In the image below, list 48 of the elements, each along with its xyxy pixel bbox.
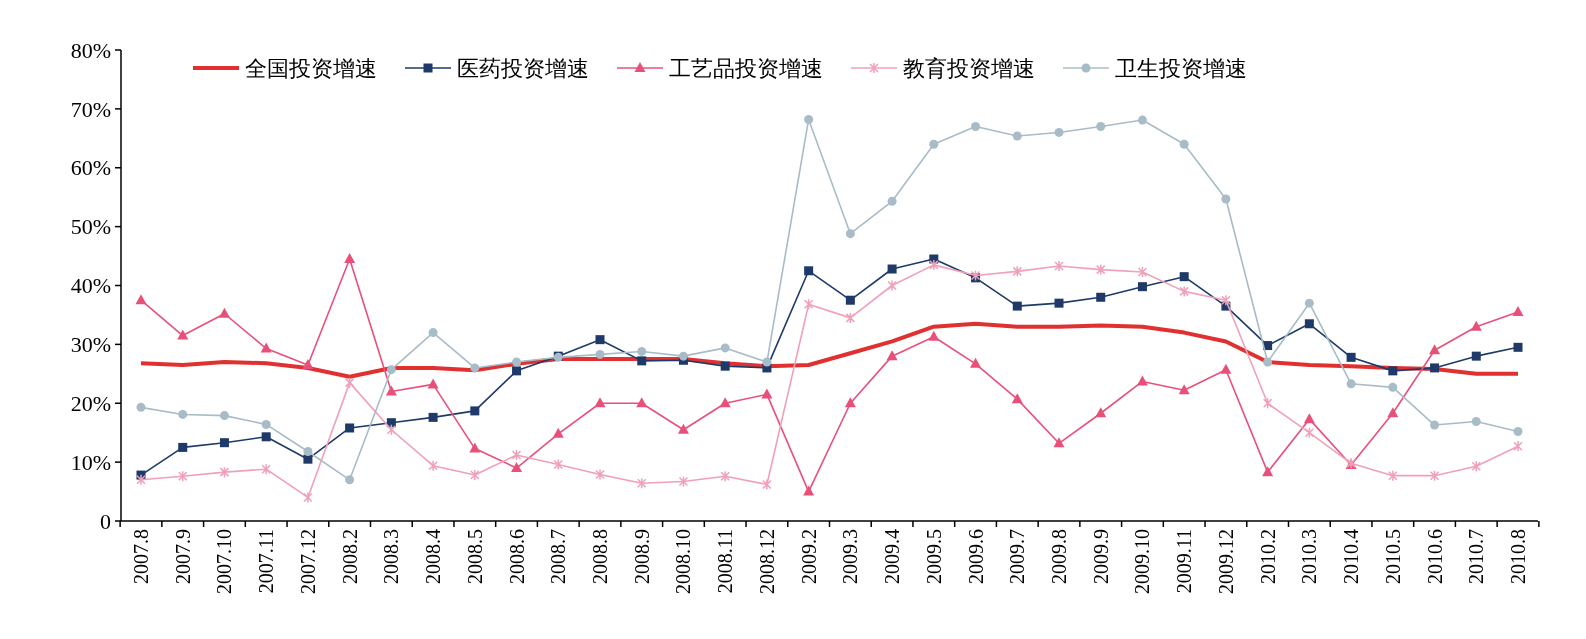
x-tick-label: 2010.8: [1507, 529, 1529, 584]
y-tick-label: 80%: [70, 37, 111, 63]
x-tick-label: 2007.11: [255, 529, 278, 594]
x-tick-label: 2008.6: [505, 529, 528, 584]
legend-label: 工艺品投资增速: [669, 55, 823, 81]
x-tick-label: 2008.3: [380, 529, 403, 584]
y-tick-label: 0: [100, 508, 111, 534]
legend-label: 医药投资增速: [457, 55, 589, 81]
x-tick-label: 2010.7: [1465, 529, 1488, 584]
legend-label: 全国投资增速: [245, 55, 377, 81]
y-tick-label: 70%: [70, 96, 111, 122]
y-tick-label: 10%: [70, 449, 111, 475]
x-tick-label: 2007.10: [213, 529, 236, 594]
x-tick-label: 2009.12: [1214, 529, 1237, 594]
x-tick-label: 2009.4: [881, 529, 904, 584]
x-tick-label: 2009.10: [1131, 529, 1154, 594]
x-tick-label: 2009.3: [839, 529, 862, 584]
x-tick-label: 2008.7: [547, 529, 570, 584]
y-tick-label: 40%: [70, 273, 111, 299]
x-tick-label: 2008.8: [589, 529, 611, 584]
x-tick-label: 2009.9: [1089, 529, 1112, 584]
x-tick-label: 2009.5: [922, 529, 945, 584]
x-tick-label: 2008.11: [714, 529, 737, 594]
x-tick-label: 2007.8: [130, 529, 152, 584]
x-tick-label: 2009.11: [1173, 529, 1196, 594]
x-tick-label: 2007.12: [296, 529, 319, 594]
x-tick-label: 2007.9: [171, 529, 194, 584]
x-tick-label: 2008.10: [672, 529, 695, 594]
x-tick-label: 2008.9: [630, 529, 653, 584]
x-tick-label: 2008.2: [338, 529, 361, 584]
x-tick-label: 2010.6: [1423, 529, 1446, 584]
y-tick-label: 20%: [70, 390, 111, 416]
x-tick-label: 2009.7: [1006, 529, 1029, 584]
x-tick-label: 2008.5: [463, 529, 486, 584]
x-tick-label: 2009.2: [797, 529, 820, 584]
y-tick-label: 30%: [70, 332, 111, 358]
legend-label: 教育投资增速: [903, 55, 1035, 81]
x-tick-label: 2009.6: [964, 529, 987, 584]
x-tick-label: 2009.8: [1048, 529, 1070, 584]
x-tick-label: 2008.4: [422, 529, 445, 584]
x-tick-label: 2008.12: [755, 529, 778, 594]
y-tick-label: 50%: [70, 214, 111, 240]
x-tick-label: 2010.5: [1381, 529, 1404, 584]
x-tick-label: 2010.2: [1256, 529, 1279, 584]
legend-label: 卫生投资增速: [1115, 55, 1247, 81]
y-tick-label: 60%: [70, 155, 111, 181]
x-tick-label: 2010.3: [1298, 529, 1321, 584]
x-tick-label: 2010.4: [1340, 529, 1363, 584]
